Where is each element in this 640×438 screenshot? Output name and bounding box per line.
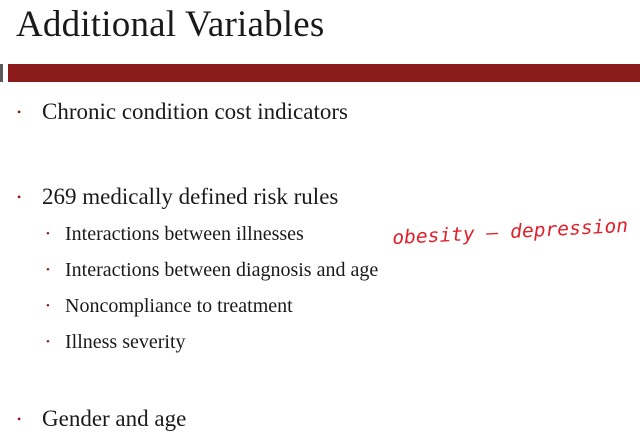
bullet-text: Noncompliance to treatment (65, 295, 293, 317)
bullet-dot-icon: • (46, 228, 50, 240)
handwritten-annotation: obesity – depression (392, 215, 629, 249)
title-bar-edge (0, 64, 3, 82)
bullet-text: Interactions between diagnosis and age (65, 259, 379, 281)
bullet-risk-rules: • 269 medically defined risk rules (17, 183, 339, 211)
bullet-text: Illness severity (65, 331, 186, 353)
bullet-text: Gender and age (42, 406, 187, 431)
bullet-dot-icon: • (17, 412, 22, 426)
sub-bullet-illness-severity: • Illness severity (46, 329, 186, 355)
bullet-dot-icon: • (46, 264, 50, 276)
sub-bullet-interactions-illnesses: • Interactions between illnesses (46, 221, 304, 247)
sub-bullet-noncompliance: • Noncompliance to treatment (46, 293, 293, 319)
bullet-dot-icon: • (46, 300, 50, 312)
title-underline-bar (8, 64, 640, 82)
bullet-text: Interactions between illnesses (65, 223, 304, 245)
bullet-dot-icon: • (17, 105, 22, 119)
bullet-dot-icon: • (17, 190, 22, 204)
bullet-gender-age: • Gender and age (17, 405, 187, 433)
bullet-text: 269 medically defined risk rules (42, 184, 339, 209)
annotation-text: obesity – depression (392, 215, 629, 249)
bullet-text: Chronic condition cost indicators (42, 99, 348, 124)
slide-title: Additional Variables (16, 4, 325, 45)
bullet-dot-icon: • (46, 336, 50, 348)
bullet-chronic-condition: • Chronic condition cost indicators (17, 98, 348, 126)
sub-bullet-interactions-diagnosis-age: • Interactions between diagnosis and age (46, 257, 379, 283)
